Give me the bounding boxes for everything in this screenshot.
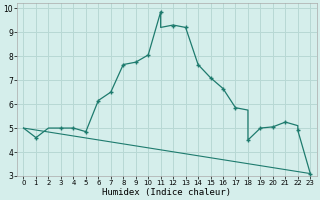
X-axis label: Humidex (Indice chaleur): Humidex (Indice chaleur): [102, 188, 231, 197]
